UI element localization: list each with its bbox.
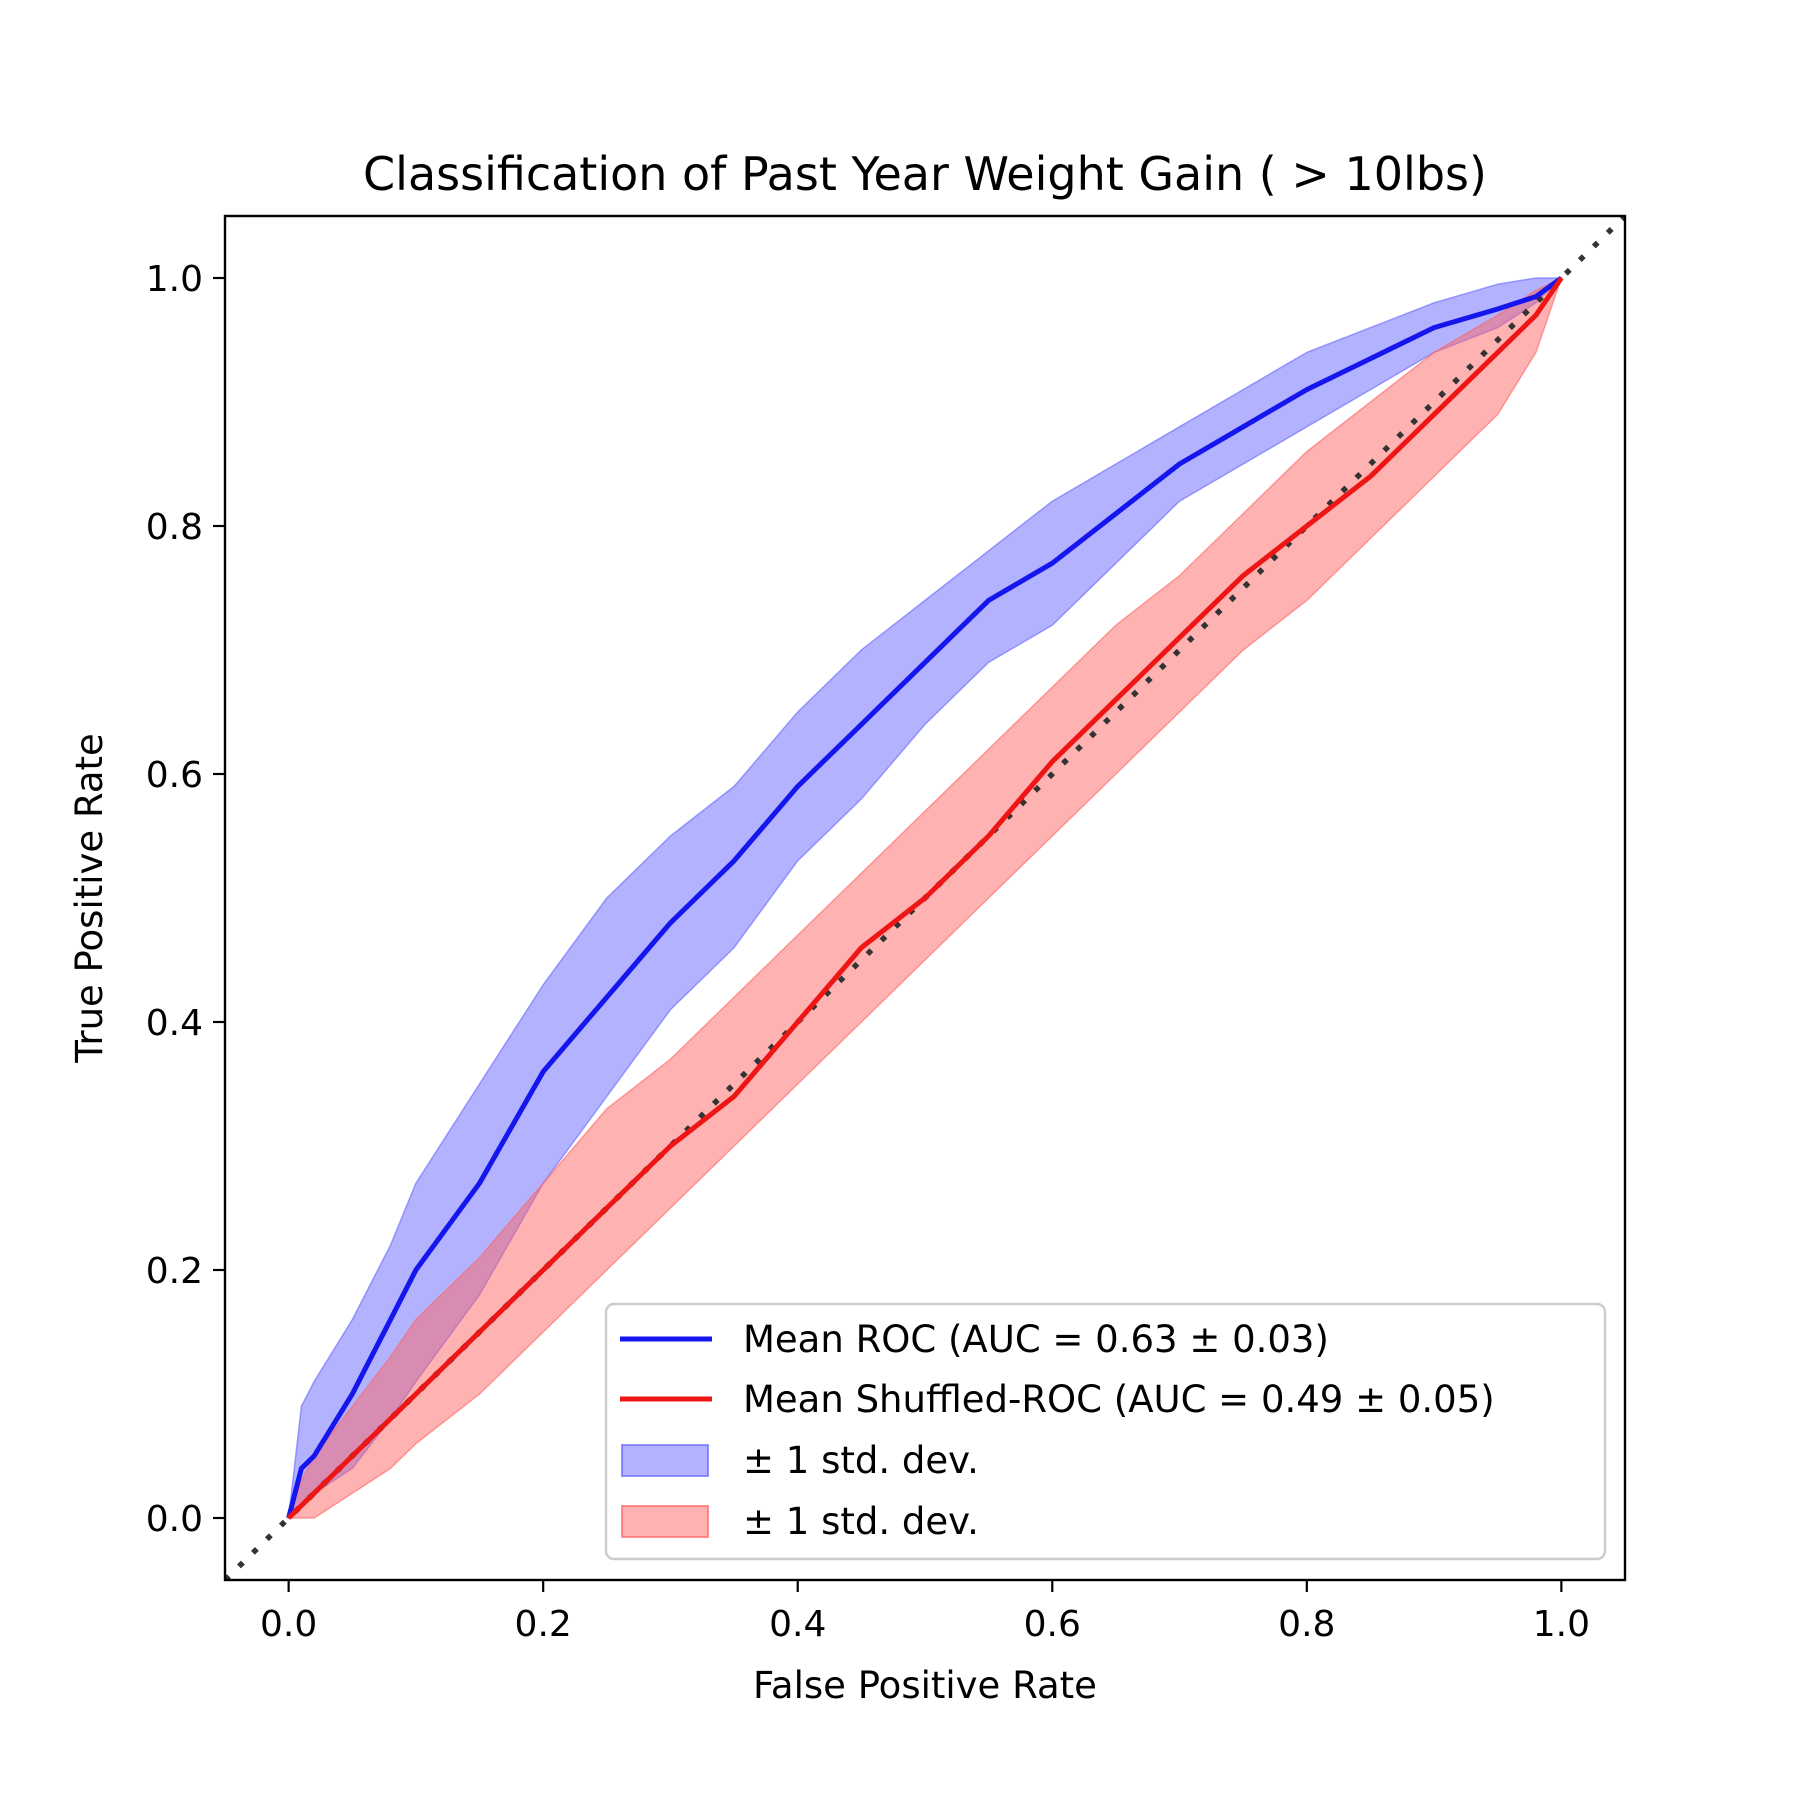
- legend: Mean ROC (AUC = 0.63 ± 0.03) Mean Shuffl…: [604, 1302, 1607, 1561]
- x-tick-label: 0.0: [260, 1604, 317, 1645]
- legend-swatch-red-band: [621, 1505, 709, 1538]
- series-line-1: [286, 276, 1564, 1520]
- plot-area: [223, 214, 1627, 1582]
- y-tick-label: 1.0: [146, 259, 203, 300]
- y-axis-label: True Positive Rate: [68, 733, 111, 1064]
- y-axis-ticks: 0.0 0.2 0.4 0.6 0.8 1.0: [146, 259, 225, 1540]
- legend-label-shuffled-roc: Mean Shuffled-ROC (AUC = 0.49 ± 0.05): [743, 1378, 1495, 1421]
- legend-label-blue-band: ± 1 std. dev.: [743, 1439, 979, 1482]
- series-lines: [225, 216, 1625, 1580]
- series-line-0: [286, 275, 1563, 1519]
- plot-frame: [223, 214, 1627, 1582]
- legend-swatch-blue-band: [621, 1444, 709, 1477]
- y-tick-label: 0.6: [146, 755, 203, 796]
- legend-frame: [604, 1302, 1607, 1561]
- x-axis-ticks: 0.0 0.2 0.4 0.6 0.8 1.0: [260, 1580, 1590, 1645]
- x-tick-label: 0.8: [1278, 1604, 1335, 1645]
- y-tick-label: 0.0: [146, 1499, 203, 1540]
- x-tick-label: 0.6: [1024, 1604, 1081, 1645]
- y-tick-label: 0.4: [146, 1003, 203, 1044]
- x-tick-label: 0.4: [769, 1604, 826, 1645]
- y-tick-label: 0.2: [146, 1251, 203, 1292]
- legend-label-mean-roc: Mean ROC (AUC = 0.63 ± 0.03): [743, 1318, 1329, 1361]
- legend-label-red-band: ± 1 std. dev.: [743, 1500, 979, 1543]
- x-tick-label: 0.2: [515, 1604, 572, 1645]
- x-axis-label: False Positive Rate: [753, 1664, 1097, 1707]
- chart-title: Classification of Past Year Weight Gain …: [363, 147, 1487, 201]
- y-tick-label: 0.8: [146, 507, 203, 548]
- x-tick-label: 1.0: [1533, 1604, 1590, 1645]
